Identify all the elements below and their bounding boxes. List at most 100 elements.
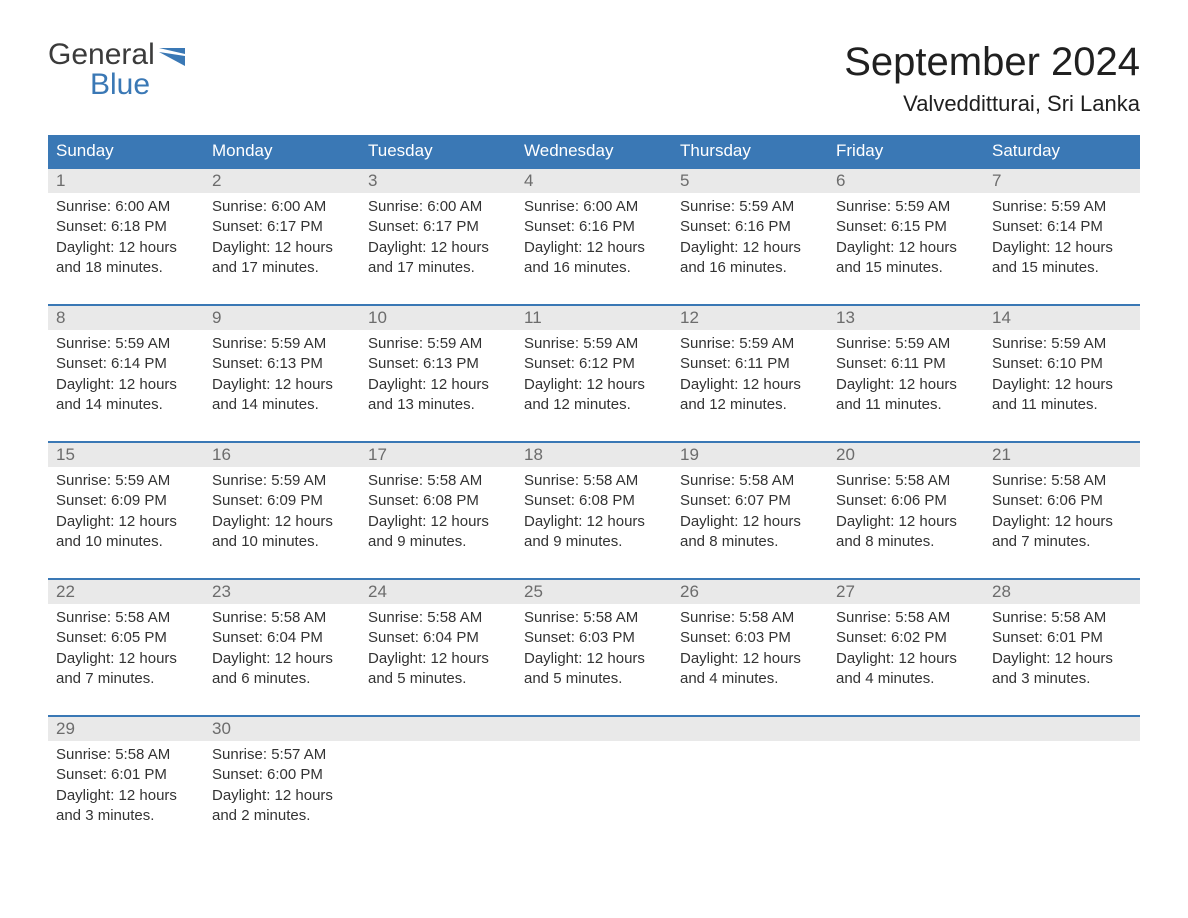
- day-number: [360, 717, 516, 741]
- day-line-d1: Daylight: 12 hours: [524, 649, 664, 669]
- day-number: 17: [360, 443, 516, 467]
- week-block: 22232425262728Sunrise: 5:58 AMSunset: 6:…: [48, 578, 1140, 689]
- day-line-d2: and 14 minutes.: [56, 395, 196, 415]
- day-line-d2: and 9 minutes.: [368, 532, 508, 552]
- day-number: 28: [984, 580, 1140, 604]
- day-number: 29: [48, 717, 204, 741]
- day-line-ss: Sunset: 6:10 PM: [992, 354, 1132, 374]
- day-cell: Sunrise: 5:59 AMSunset: 6:13 PMDaylight:…: [204, 330, 360, 415]
- day-number: [828, 717, 984, 741]
- day-line-d1: Daylight: 12 hours: [992, 512, 1132, 532]
- day-number: 12: [672, 306, 828, 330]
- day-line-ss: Sunset: 6:06 PM: [992, 491, 1132, 511]
- day-cell: [360, 741, 516, 826]
- day-line-ss: Sunset: 6:04 PM: [212, 628, 352, 648]
- day-line-ss: Sunset: 6:04 PM: [368, 628, 508, 648]
- day-line-sr: Sunrise: 6:00 AM: [524, 197, 664, 217]
- day-line-ss: Sunset: 6:11 PM: [680, 354, 820, 374]
- weekday-header: Monday: [204, 135, 360, 167]
- day-number: 10: [360, 306, 516, 330]
- day-cell: Sunrise: 5:59 AMSunset: 6:09 PMDaylight:…: [204, 467, 360, 552]
- day-line-sr: Sunrise: 5:58 AM: [992, 608, 1132, 628]
- day-line-d1: Daylight: 12 hours: [212, 512, 352, 532]
- day-line-d1: Daylight: 12 hours: [368, 375, 508, 395]
- day-number: 19: [672, 443, 828, 467]
- daynum-strip: 22232425262728: [48, 578, 1140, 604]
- day-number: 16: [204, 443, 360, 467]
- day-line-ss: Sunset: 6:08 PM: [524, 491, 664, 511]
- day-cell: Sunrise: 5:59 AMSunset: 6:10 PMDaylight:…: [984, 330, 1140, 415]
- day-line-sr: Sunrise: 5:57 AM: [212, 745, 352, 765]
- day-cell: Sunrise: 5:59 AMSunset: 6:15 PMDaylight:…: [828, 193, 984, 278]
- day-number: 15: [48, 443, 204, 467]
- day-line-d2: and 8 minutes.: [680, 532, 820, 552]
- day-number: 18: [516, 443, 672, 467]
- day-line-sr: Sunrise: 5:58 AM: [56, 745, 196, 765]
- day-line-d2: and 3 minutes.: [992, 669, 1132, 689]
- flag-icon: [159, 48, 185, 66]
- logo-word-general: General: [48, 40, 155, 70]
- day-line-sr: Sunrise: 5:58 AM: [836, 608, 976, 628]
- day-line-ss: Sunset: 6:02 PM: [836, 628, 976, 648]
- day-line-d1: Daylight: 12 hours: [56, 786, 196, 806]
- day-cell: Sunrise: 5:58 AMSunset: 6:08 PMDaylight:…: [360, 467, 516, 552]
- day-line-d1: Daylight: 12 hours: [992, 238, 1132, 258]
- day-cell: Sunrise: 6:00 AMSunset: 6:16 PMDaylight:…: [516, 193, 672, 278]
- day-line-sr: Sunrise: 5:59 AM: [524, 334, 664, 354]
- content-strip: Sunrise: 5:59 AMSunset: 6:09 PMDaylight:…: [48, 467, 1140, 552]
- day-line-ss: Sunset: 6:09 PM: [212, 491, 352, 511]
- day-cell: Sunrise: 5:58 AMSunset: 6:05 PMDaylight:…: [48, 604, 204, 689]
- daynum-strip: 891011121314: [48, 304, 1140, 330]
- day-number: 6: [828, 169, 984, 193]
- day-line-sr: Sunrise: 6:00 AM: [56, 197, 196, 217]
- day-cell: Sunrise: 6:00 AMSunset: 6:17 PMDaylight:…: [204, 193, 360, 278]
- day-line-d2: and 17 minutes.: [368, 258, 508, 278]
- day-line-d2: and 6 minutes.: [212, 669, 352, 689]
- day-line-d1: Daylight: 12 hours: [212, 238, 352, 258]
- day-cell: Sunrise: 5:58 AMSunset: 6:03 PMDaylight:…: [516, 604, 672, 689]
- day-line-ss: Sunset: 6:13 PM: [368, 354, 508, 374]
- day-line-d2: and 9 minutes.: [524, 532, 664, 552]
- day-line-d1: Daylight: 12 hours: [680, 649, 820, 669]
- day-line-sr: Sunrise: 5:59 AM: [992, 197, 1132, 217]
- day-line-sr: Sunrise: 6:00 AM: [368, 197, 508, 217]
- location-subtitle: Valvedditturai, Sri Lanka: [844, 91, 1140, 117]
- day-line-d1: Daylight: 12 hours: [680, 375, 820, 395]
- day-line-d2: and 11 minutes.: [992, 395, 1132, 415]
- weekday-header: Sunday: [48, 135, 204, 167]
- day-line-d2: and 8 minutes.: [836, 532, 976, 552]
- day-line-d2: and 2 minutes.: [212, 806, 352, 826]
- day-line-d1: Daylight: 12 hours: [524, 238, 664, 258]
- day-cell: Sunrise: 5:59 AMSunset: 6:11 PMDaylight:…: [672, 330, 828, 415]
- day-cell: Sunrise: 5:58 AMSunset: 6:02 PMDaylight:…: [828, 604, 984, 689]
- daynum-strip: 2930: [48, 715, 1140, 741]
- day-cell: Sunrise: 5:59 AMSunset: 6:11 PMDaylight:…: [828, 330, 984, 415]
- day-line-sr: Sunrise: 5:59 AM: [56, 334, 196, 354]
- day-cell: Sunrise: 5:59 AMSunset: 6:16 PMDaylight:…: [672, 193, 828, 278]
- day-cell: Sunrise: 5:58 AMSunset: 6:04 PMDaylight:…: [204, 604, 360, 689]
- day-line-sr: Sunrise: 5:59 AM: [212, 334, 352, 354]
- day-line-sr: Sunrise: 5:58 AM: [524, 471, 664, 491]
- day-line-sr: Sunrise: 5:58 AM: [680, 608, 820, 628]
- day-line-sr: Sunrise: 5:58 AM: [212, 608, 352, 628]
- day-line-d1: Daylight: 12 hours: [368, 649, 508, 669]
- day-line-d1: Daylight: 12 hours: [680, 512, 820, 532]
- day-line-d2: and 3 minutes.: [56, 806, 196, 826]
- day-number: 30: [204, 717, 360, 741]
- day-line-sr: Sunrise: 5:59 AM: [56, 471, 196, 491]
- day-number: 24: [360, 580, 516, 604]
- day-line-ss: Sunset: 6:17 PM: [212, 217, 352, 237]
- day-line-ss: Sunset: 6:07 PM: [680, 491, 820, 511]
- weekday-header: Saturday: [984, 135, 1140, 167]
- day-line-sr: Sunrise: 5:58 AM: [368, 608, 508, 628]
- day-line-ss: Sunset: 6:16 PM: [680, 217, 820, 237]
- day-line-sr: Sunrise: 5:58 AM: [680, 471, 820, 491]
- day-number: [516, 717, 672, 741]
- day-line-d2: and 7 minutes.: [992, 532, 1132, 552]
- day-line-ss: Sunset: 6:11 PM: [836, 354, 976, 374]
- day-line-d2: and 10 minutes.: [212, 532, 352, 552]
- day-cell: Sunrise: 5:59 AMSunset: 6:12 PMDaylight:…: [516, 330, 672, 415]
- day-line-d1: Daylight: 12 hours: [680, 238, 820, 258]
- day-line-d1: Daylight: 12 hours: [836, 512, 976, 532]
- page-title: September 2024: [844, 40, 1140, 85]
